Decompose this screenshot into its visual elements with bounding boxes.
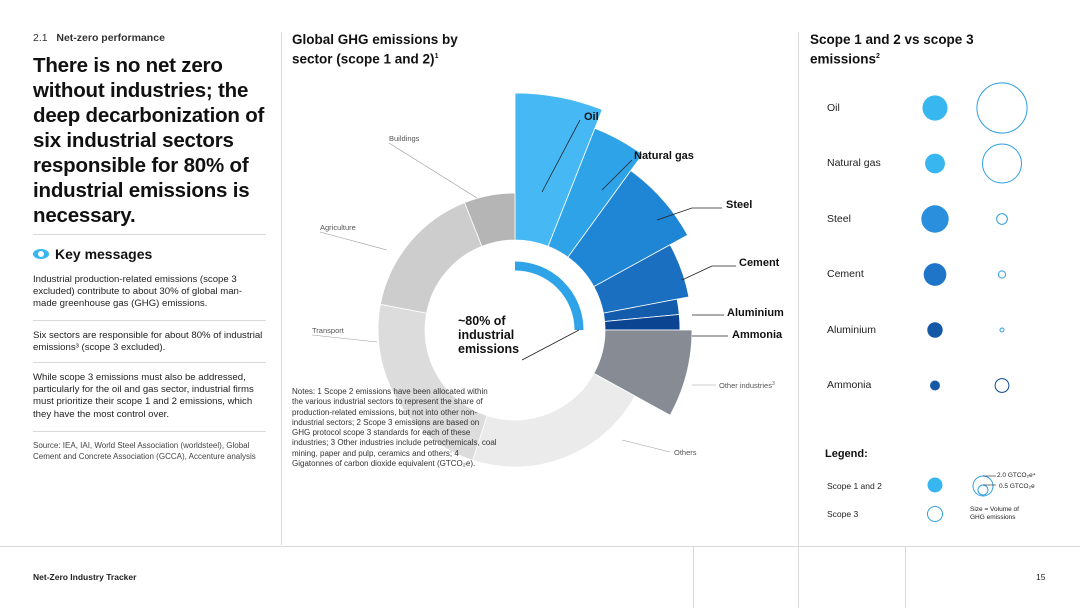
page-number: 15 xyxy=(1036,572,1046,582)
chart-title-footnote: 1 xyxy=(434,53,439,60)
label-buildings: Buildings xyxy=(389,134,420,143)
legend-title: Legend: xyxy=(825,448,868,460)
legend-big-circle xyxy=(972,475,994,497)
scope3-bubble-steel xyxy=(996,213,1008,225)
scope-row-steel: Steel xyxy=(827,213,851,225)
scope12-bubble-natural-gas xyxy=(925,153,945,174)
scope-row-cement: Cement xyxy=(827,268,864,280)
scope-title-text: Scope 1 and 2 vs scope 3 emissions xyxy=(810,32,974,67)
sector-donut-chart: ~80% of industrial emissions Oil Natural… xyxy=(311,92,784,468)
key-message-2: Six sectors are responsible for about 80… xyxy=(33,330,263,354)
legend-small-value: 0.5 GTCO₂e xyxy=(999,483,1035,490)
scope3-bubble-natural-gas xyxy=(981,143,1023,184)
label-aluminium: Aluminium xyxy=(727,307,784,319)
scope3-bubble-ammonia xyxy=(994,378,1010,393)
scope3-bubble-aluminium xyxy=(999,327,1005,333)
key-message-3: While scope 3 emissions must also be add… xyxy=(33,372,254,420)
center-line-3: emissions xyxy=(458,342,519,356)
page-headline: There is no net zero without industries;… xyxy=(33,54,265,227)
section-label: 2.1 Net-zero performance xyxy=(33,32,165,44)
center-line-1: ~80% of xyxy=(458,314,506,328)
center-arc xyxy=(514,261,584,331)
legend-scope12-dot xyxy=(927,477,943,493)
center-annotation: ~80% of industrial emissions xyxy=(458,261,584,361)
slice-oil xyxy=(514,92,603,247)
chart-title-text: Global GHG emissions by sector (scope 1 … xyxy=(292,32,458,67)
label-ammonia: Ammonia xyxy=(732,329,783,341)
center-line-2: industrial xyxy=(458,328,514,342)
scope12-bubble-cement xyxy=(923,263,947,286)
scope3-bubble-cement xyxy=(997,270,1007,279)
scope-title-footnote: 2 xyxy=(876,53,880,60)
slice-others xyxy=(472,372,636,468)
legend-big-value: 2.0 GTCO₂e⁴ xyxy=(997,472,1036,479)
scope-bubbles xyxy=(921,82,1028,393)
scope3-bubble-oil xyxy=(976,82,1028,134)
legend-size-note: Size = Volume of GHG emissions xyxy=(970,506,1019,521)
scope12-bubble-ammonia xyxy=(930,380,940,391)
scope-row-aluminium: Aluminium xyxy=(827,324,877,336)
label-agriculture: Agriculture xyxy=(320,223,356,232)
label-steel: Steel xyxy=(726,199,752,211)
footer-title: Net-Zero Industry Tracker xyxy=(33,572,137,582)
scope12-bubble-oil xyxy=(922,95,948,121)
slice-agriculture xyxy=(379,202,483,314)
scope12-bubble-aluminium xyxy=(927,322,943,338)
slice-other-industries xyxy=(593,329,693,416)
chart-notes: Notes: 1 Scope 2 emissions have been all… xyxy=(292,387,497,469)
legend-scope3-dot xyxy=(927,506,943,522)
key-message-1: Industrial production-related emissions … xyxy=(33,274,243,310)
label-transport: Transport xyxy=(312,326,345,335)
scope-row-natural-gas: Natural gas xyxy=(827,157,881,169)
slice-cement xyxy=(593,244,690,314)
scope-row-ammonia: Ammonia xyxy=(827,379,872,391)
section-title: Net-zero performance xyxy=(56,32,165,44)
label-oil: Oil xyxy=(584,111,599,123)
slice-steel xyxy=(567,170,689,288)
label-cement: Cement xyxy=(739,257,780,269)
eye-icon xyxy=(33,249,49,259)
label-others: Others xyxy=(674,448,697,457)
key-messages-title: Key messages xyxy=(55,246,153,262)
label-natural-gas: Natural gas xyxy=(634,150,694,162)
label-other-industries: Other industries3 xyxy=(719,381,775,390)
slice-buildings xyxy=(464,192,516,247)
chart-title: Global GHG emissions by sector (scope 1 … xyxy=(292,31,492,68)
scope12-bubble-steel xyxy=(921,205,949,233)
scope-row-oil: Oil xyxy=(827,102,840,114)
source-text: Source: IEA, IAI, World Steel Associatio… xyxy=(33,441,256,461)
key-messages-heading: Key messages xyxy=(33,246,152,262)
legend-shapes xyxy=(927,475,996,522)
legend-scope12-label: Scope 1 and 2 xyxy=(827,481,882,491)
scope-title: Scope 1 and 2 vs scope 3 emissions2 xyxy=(810,31,1010,68)
legend-scope3-label: Scope 3 xyxy=(827,509,859,519)
legend-small-circle xyxy=(977,484,989,496)
section-number: 2.1 xyxy=(33,32,48,44)
